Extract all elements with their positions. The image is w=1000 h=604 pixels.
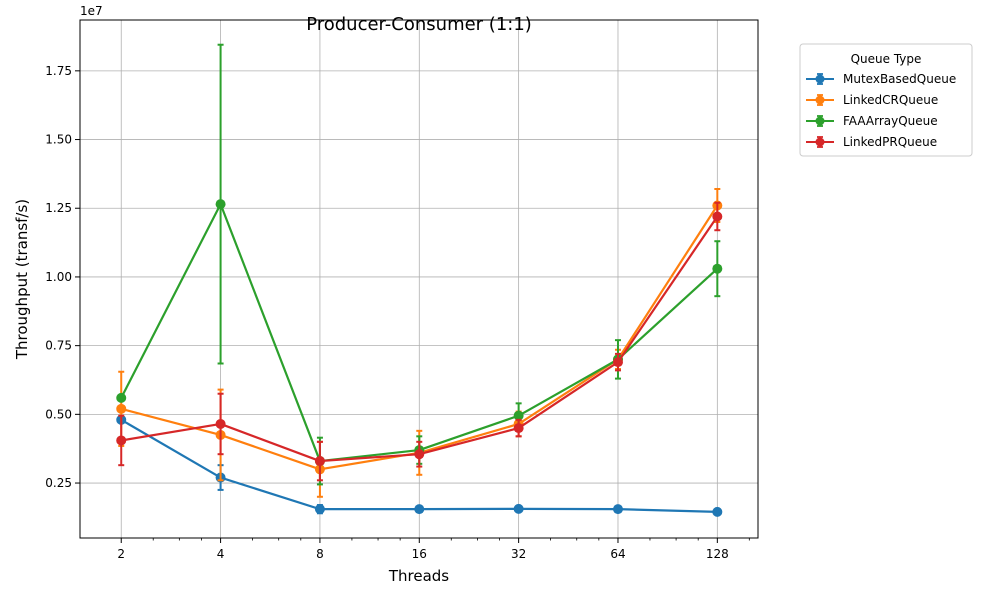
data-point [712, 506, 723, 517]
legend-swatch-marker [815, 74, 825, 84]
data-point [414, 449, 425, 460]
x-tick-label: 16 [412, 547, 427, 561]
y-tick-label: 0.25 [45, 476, 72, 490]
data-point [116, 435, 127, 446]
x-tick-label: 4 [217, 547, 225, 561]
y-axis-title: Throughput (transf/s) [13, 199, 31, 360]
data-point [116, 403, 127, 414]
legend: Queue Type MutexBasedQueue LinkedCRQueue F… [799, 43, 973, 157]
legend-box [799, 43, 973, 157]
legend-swatch-marker [815, 137, 825, 147]
legend-label: LinkedCRQueue [843, 93, 938, 107]
legend-label: FAAArrayQueue [843, 114, 938, 128]
grid [80, 20, 758, 538]
legend-title: Queue Type [851, 52, 922, 66]
data-point [612, 504, 623, 515]
x-tick-label: 128 [706, 547, 729, 561]
data-point [612, 357, 623, 368]
y-axis-offset-label: 1e7 [80, 4, 103, 18]
y-tick-label: 0.75 [45, 339, 72, 353]
data-point [215, 418, 226, 429]
data-point [116, 392, 127, 403]
data-point [215, 199, 226, 210]
y-tick-label: 1.25 [45, 201, 72, 215]
x-tick-label: 32 [511, 547, 526, 561]
axes: 2 4 8 16 32 64 128 0.25 0.50 0.75 1.00 1.25 1.50 1.75 [45, 64, 750, 561]
y-tick-label: 1.50 [45, 133, 72, 147]
legend-label: MutexBasedQueue [843, 72, 956, 86]
x-tick-label: 2 [117, 547, 125, 561]
legend-swatch-marker [815, 116, 825, 126]
data-point [712, 211, 723, 222]
legend-entry: LinkedPRQueue [806, 135, 937, 149]
x-tick-label: 8 [316, 547, 324, 561]
legend-entry: LinkedCRQueue [806, 93, 938, 107]
data-point [314, 456, 325, 467]
data-point [513, 410, 524, 421]
legend-label: LinkedPRQueue [843, 135, 937, 149]
series-group [116, 201, 723, 482]
y-tick-label: 1.75 [45, 64, 72, 78]
series-layer [116, 43, 723, 517]
legend-swatch-marker [815, 95, 825, 105]
data-point [314, 504, 325, 515]
data-point [712, 263, 723, 274]
x-axis-title: Threads [388, 567, 449, 585]
data-point [513, 503, 524, 514]
legend-entry: FAAArrayQueue [806, 114, 938, 128]
data-point [513, 423, 524, 434]
y-tick-label: 0.50 [45, 407, 72, 421]
y-tick-label: 1.00 [45, 270, 72, 284]
chart-title: Producer-Consumer (1:1) [306, 14, 532, 35]
x-tick-label: 64 [610, 547, 625, 561]
legend-entry: MutexBasedQueue [806, 72, 956, 86]
data-point [414, 504, 425, 515]
